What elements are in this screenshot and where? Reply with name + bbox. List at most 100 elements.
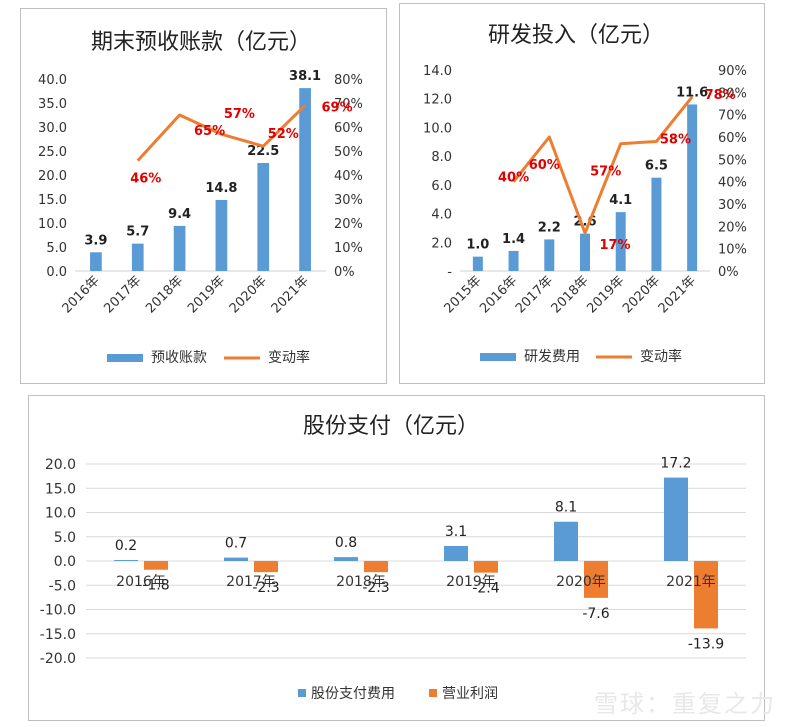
line-value-label: 65% (194, 124, 225, 139)
x-tick-label: 2016年 (116, 574, 166, 590)
y-right-tick-label: 80% (718, 86, 747, 101)
bar-value-label: 22.5 (247, 144, 279, 159)
chart-title: 股份支付（亿元） (303, 414, 479, 439)
x-tick-label: 2016年 (477, 273, 520, 316)
y-right-tick-label: 80% (334, 73, 363, 88)
operating-profit-bar (474, 561, 498, 573)
y-left-tick-label: 25.0 (38, 145, 67, 160)
legend-bar-label: 研发费用 (524, 349, 580, 365)
y-right-tick-label: 0% (718, 265, 739, 280)
share-payment-value-label: 3.1 (445, 524, 467, 540)
legend-operating-profit-label: 营业利润 (442, 686, 498, 702)
operating-profit-value-label: -13.9 (688, 636, 724, 652)
y-right-tick-label: 90% (718, 64, 747, 79)
bar (257, 163, 270, 271)
share-payment-value-label: 8.1 (555, 500, 577, 516)
x-tick-label: 2021年 (269, 273, 312, 316)
line-value-label: 46% (130, 172, 161, 187)
advance-receipts-chart: 期末预收账款（亿元） 0.0 5.0 10.0 15.0 20.0 25.0 30.0 35.0… (38, 30, 363, 366)
bar (651, 177, 662, 271)
operating-profit-bar (694, 561, 718, 629)
watermark: 雪球：重复之力 (594, 690, 776, 718)
legend-bar-swatch (107, 354, 143, 362)
chart-title: 期末预收账款（亿元） (91, 30, 311, 55)
share-payment-value-label: 0.2 (115, 538, 137, 554)
y-right-tick-label: 50% (718, 153, 747, 168)
y-tick-label: -15.0 (40, 627, 76, 643)
bar-value-label: 1.0 (466, 238, 489, 253)
line-value-label: 60% (529, 158, 560, 173)
line-value-label: 57% (224, 107, 255, 122)
share-payment-bar (444, 545, 468, 561)
y-tick-label: 15.0 (45, 481, 76, 497)
bar-value-label: 2.2 (538, 220, 561, 235)
bar-value-label: 6.5 (645, 159, 668, 174)
bar (173, 225, 186, 271)
x-tick-label: 2021年 (666, 574, 716, 590)
x-tick-label: 2019年 (185, 273, 228, 316)
share-payment-chart: 股份支付（亿元） -20.0 -15.0 -10.0 -5.0 0.0 5.0 10.0 15.… (40, 414, 746, 702)
bar-value-label: 3.9 (84, 233, 107, 248)
share-payment-value-label: 17.2 (660, 456, 691, 472)
advance-receipts-chart-panel: 期末预收账款（亿元） 0.0 5.0 10.0 15.0 20.0 25.0 30.0 35.0… (20, 8, 387, 384)
y-tick-label: 0.0 (54, 554, 76, 570)
y-tick-label: -5.0 (49, 578, 76, 594)
x-tick-label: 2017年 (101, 273, 144, 316)
bar-value-label: 38.1 (289, 69, 321, 84)
legend-bar-label: 预收账款 (151, 350, 207, 366)
bar-value-label: 1.4 (502, 232, 525, 247)
x-tick-label: 2021年 (656, 273, 699, 316)
bar (544, 239, 555, 271)
x-tick-label: 2020年 (556, 574, 606, 590)
y-left-tick-label: 8.0 (431, 150, 452, 165)
y-right-tick-label: 0% (334, 265, 355, 280)
y-right-tick-label: 50% (334, 145, 363, 160)
legend-operating-profit-swatch (429, 689, 437, 697)
y-tick-label: 5.0 (54, 530, 76, 546)
operating-profit-bar (254, 561, 278, 573)
y-left-tick-label: 35.0 (38, 97, 67, 112)
bar (580, 233, 590, 271)
share-payment-chart-panel: 股份支付（亿元） -20.0 -15.0 -10.0 -5.0 0.0 5.0 10.0 15.… (28, 395, 765, 721)
y-right-tick-label: 40% (334, 169, 363, 184)
operating-profit-value-label: -7.6 (582, 606, 609, 622)
y-right-tick-label: 10% (718, 243, 747, 258)
share-payment-value-label: 0.8 (335, 535, 357, 551)
y-right-tick-label: 20% (718, 220, 747, 235)
x-tick-label: 2017年 (226, 574, 276, 590)
share-payment-value-label: 0.7 (225, 536, 247, 552)
x-tick-label: 2019年 (584, 273, 627, 316)
bar (131, 243, 144, 271)
change-rate-line (136, 104, 307, 162)
operating-profit-bar (364, 561, 388, 573)
bar (687, 104, 698, 271)
legend-bar-swatch (480, 353, 516, 361)
legend-share-payment-label: 股份支付费用 (311, 686, 395, 702)
line-value-label: 17% (599, 238, 630, 253)
legend-share-payment-swatch (298, 689, 306, 697)
share-payment-bar (554, 521, 578, 561)
legend-line-label: 变动率 (268, 349, 310, 366)
change-rate-line (512, 95, 694, 235)
bar (90, 252, 102, 271)
line-value-label: 69% (322, 100, 353, 115)
x-tick-label: 2020年 (227, 273, 270, 316)
y-left-tick-label: 20.0 (38, 169, 67, 184)
bar (508, 250, 519, 271)
chart-title: 研发投入（亿元） (488, 23, 664, 48)
line-value-label: 57% (590, 165, 621, 180)
bar-value-label: 11.6 (676, 85, 708, 100)
x-tick-label: 2019年 (446, 574, 496, 590)
y-tick-label: 10.0 (45, 506, 76, 522)
share-payment-bar (334, 557, 358, 561)
y-right-tick-label: 60% (718, 131, 747, 146)
x-tick-label: 2018年 (143, 273, 186, 316)
y-right-tick-label: 70% (718, 109, 747, 124)
y-right-tick-label: 20% (334, 217, 363, 232)
x-tick-label: 2020年 (620, 273, 663, 316)
bar-value-label: 9.4 (168, 207, 191, 222)
line-value-label: 52% (268, 127, 299, 142)
y-left-tick-label: 5.0 (46, 241, 67, 256)
x-tick-label: 2017年 (513, 273, 556, 316)
y-left-tick-label: 2.0 (431, 236, 452, 251)
